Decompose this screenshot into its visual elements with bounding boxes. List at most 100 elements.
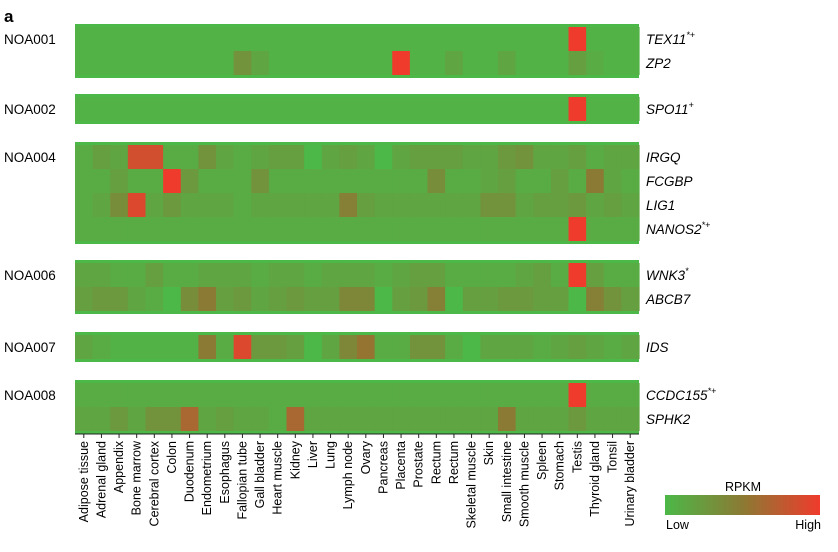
heatmap-cell — [568, 193, 587, 217]
gene-label: ZP2 — [645, 56, 671, 71]
tissue-label: Stomach — [553, 441, 567, 490]
heatmap-cell — [392, 193, 411, 217]
heatmap-cell — [233, 169, 252, 193]
heatmap-cell — [409, 51, 429, 75]
sample-label: NOA006 — [4, 268, 56, 283]
heatmap-cell — [427, 27, 446, 51]
tissue-label: Thyroid gland — [588, 441, 602, 517]
heatmap-cell — [198, 51, 217, 75]
panel-label: a — [4, 7, 14, 26]
heatmap-cell — [321, 407, 340, 431]
heatmap-cell — [286, 335, 305, 359]
heatmap-cell — [180, 263, 199, 287]
heatmap-cell — [515, 383, 534, 407]
tissue-label: Smooth muscle — [517, 441, 531, 527]
heatmap-cell — [498, 383, 517, 407]
heatmap-cell — [339, 383, 358, 407]
heatmap-cell — [480, 169, 499, 193]
heatmap-cell — [127, 335, 147, 359]
heatmap-cell — [374, 383, 393, 407]
heatmap-cell — [321, 169, 340, 193]
heatmap-cell — [533, 335, 552, 359]
tissue-label: Tonsil — [606, 441, 620, 473]
heatmap-cell — [568, 51, 587, 75]
heatmap-cell — [180, 383, 199, 407]
heatmap-cell — [392, 335, 411, 359]
heatmap-cell — [550, 145, 570, 169]
heatmap-cell — [251, 97, 270, 121]
heatmap-cell — [603, 145, 622, 169]
heatmap-cell — [480, 27, 499, 51]
heatmap-cell — [304, 145, 323, 169]
heatmap-cell — [286, 407, 305, 431]
heatmap-cell — [92, 97, 111, 121]
heatmap-cell — [321, 335, 340, 359]
heatmap-cell — [621, 145, 640, 169]
heatmap-cell — [268, 169, 288, 193]
heatmap-cell — [603, 335, 622, 359]
heatmap-cell — [75, 407, 94, 431]
heatmap-cell — [586, 287, 605, 311]
heatmap-cell — [357, 335, 376, 359]
heatmap-cell — [621, 51, 640, 75]
heatmap-cell — [92, 27, 111, 51]
heatmap-cell — [145, 27, 164, 51]
sample-label: NOA001 — [4, 32, 56, 47]
heatmap-cell — [533, 383, 552, 407]
tissue-label: Heart muscle — [271, 441, 285, 515]
heatmap-cell — [145, 145, 164, 169]
heatmap-cell — [392, 51, 411, 75]
tissue-label: Rectum — [447, 441, 461, 484]
tissue-labels: Adipose tissue Adrenal gland Appendix Bone … — [75, 433, 639, 529]
heatmap-cell — [445, 335, 464, 359]
heatmap-cell — [75, 51, 94, 75]
heatmap-cell — [550, 407, 570, 431]
gene-label: CCDC155*+ — [646, 386, 716, 403]
heatmap-cell — [163, 193, 182, 217]
heatmap-cell — [568, 287, 587, 311]
tissue-label: Colon — [165, 441, 179, 474]
heatmap-cell — [251, 335, 270, 359]
heatmap-cell — [427, 263, 446, 287]
rpkm-legend: RPKM Low High — [665, 480, 821, 532]
heatmap-cell — [251, 263, 270, 287]
heatmap-cell — [180, 335, 199, 359]
heatmap-cell — [586, 383, 605, 407]
heatmap-cell — [268, 383, 288, 407]
tissue-label: Endometrium — [200, 441, 214, 515]
heatmap-cell — [533, 193, 552, 217]
heatmap-cell — [427, 193, 446, 217]
heatmap-cell — [515, 145, 534, 169]
heatmap-cell — [480, 145, 499, 169]
heatmap-cell — [427, 287, 446, 311]
heatmap-cell — [321, 287, 340, 311]
heatmap-cell — [568, 383, 587, 407]
heatmap-cell — [515, 335, 534, 359]
heatmap-cell — [163, 169, 182, 193]
heatmap-cell — [498, 287, 517, 311]
heatmap-cell — [304, 51, 323, 75]
heatmap-cell — [198, 193, 217, 217]
tissue-label: Esophagus — [218, 441, 232, 504]
heatmap-cell — [92, 51, 111, 75]
heatmap-cell — [621, 97, 640, 121]
heatmap-cell — [568, 407, 587, 431]
heatmap-cell — [550, 169, 570, 193]
heatmap-cell — [392, 407, 411, 431]
heatmap-cell — [392, 263, 411, 287]
heatmap-cell — [445, 97, 464, 121]
heatmap-cell — [127, 51, 147, 75]
heatmap-cell — [374, 287, 393, 311]
heatmap-cell — [180, 51, 199, 75]
heatmap-cell — [550, 51, 570, 75]
heatmap-cell — [268, 287, 288, 311]
heatmap-cell — [163, 335, 182, 359]
heatmap-cell — [480, 97, 499, 121]
heatmap-cell — [374, 335, 393, 359]
heatmap-cell — [145, 217, 164, 241]
heatmap-cell — [603, 97, 622, 121]
heatmap-cell — [462, 193, 481, 217]
heatmap-cell — [392, 287, 411, 311]
heatmap-cell — [568, 169, 587, 193]
sample-label: NOA007 — [4, 340, 56, 355]
